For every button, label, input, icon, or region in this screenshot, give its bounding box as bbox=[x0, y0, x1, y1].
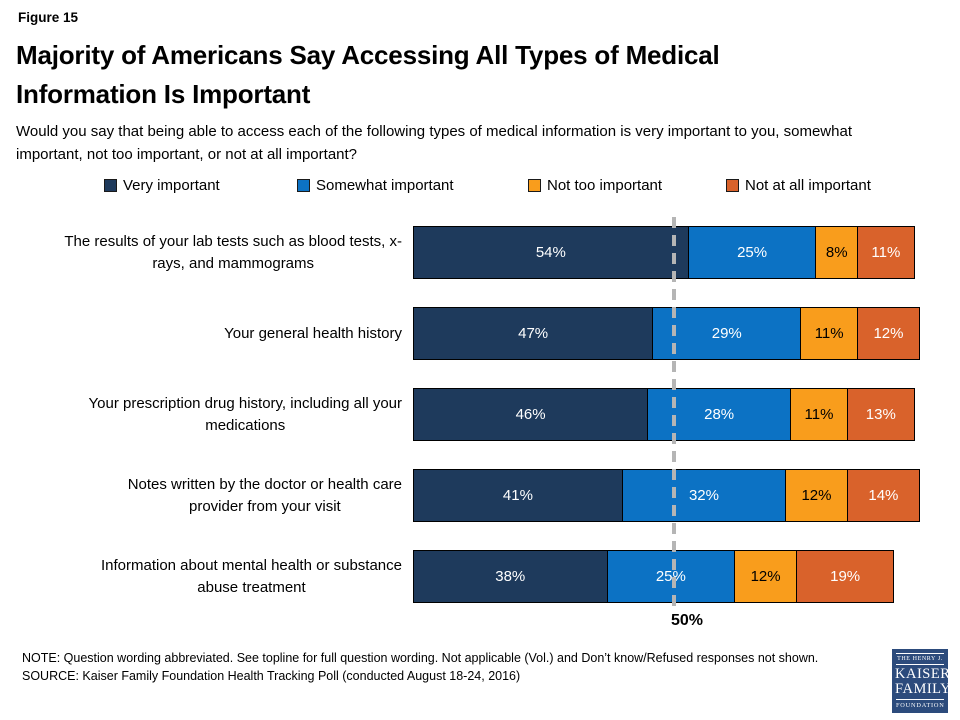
legend-swatch-icon bbox=[726, 179, 739, 192]
reference-line-label: 50% bbox=[670, 612, 704, 629]
bar-segment: 11% bbox=[790, 389, 847, 440]
category-label: Your prescription drug history, includin… bbox=[0, 388, 403, 441]
bar-segment: 14% bbox=[846, 470, 919, 521]
bar-segment: 32% bbox=[621, 470, 786, 521]
bar-segment: 54% bbox=[414, 227, 688, 278]
logo-line-foundation: FOUNDATION bbox=[896, 699, 944, 709]
bar-area: 38% 25% 12% 19% bbox=[413, 550, 925, 603]
bar-area: 54% 25% 8% 11% bbox=[413, 226, 925, 279]
bar-segment: 12% bbox=[857, 308, 919, 359]
legend-swatch-icon bbox=[297, 179, 310, 192]
category-label: The results of your lab tests such as bl… bbox=[0, 226, 402, 279]
segment-value-label: 25% bbox=[737, 244, 768, 261]
bar-area: 47% 29% 11% 12% bbox=[413, 307, 925, 360]
category-label-text: The results of your lab tests such as bl… bbox=[64, 232, 402, 272]
legend-swatch-icon bbox=[528, 179, 541, 192]
segment-value-label: 11% bbox=[814, 325, 844, 342]
bar-area: 46% 28% 11% 13% bbox=[413, 388, 925, 441]
legend-item-1: Very important bbox=[104, 177, 220, 194]
bar-segment: 8% bbox=[815, 227, 857, 278]
segment-value-label: 47% bbox=[518, 325, 549, 342]
page-title: Majority of Americans Say Accessing All … bbox=[16, 36, 720, 114]
legend-label: Not too important bbox=[547, 177, 663, 194]
stacked-bar: 38% 25% 12% 19% bbox=[413, 550, 895, 603]
bar-segment: 19% bbox=[796, 551, 894, 602]
segment-value-label: 12% bbox=[750, 568, 781, 585]
segment-value-label: 11% bbox=[871, 244, 901, 261]
segment-value-label: 19% bbox=[830, 568, 861, 585]
segment-value-label: 38% bbox=[495, 568, 526, 585]
logo-line-henry-j: THE HENRY J. bbox=[896, 653, 944, 665]
legend-item-3: Not too important bbox=[528, 177, 662, 194]
segment-value-label: 8% bbox=[825, 244, 848, 261]
figure-label: Figure 15 bbox=[18, 10, 79, 25]
bar-segment: 46% bbox=[414, 389, 648, 440]
reference-line-50pct bbox=[672, 217, 676, 609]
segment-value-label: 13% bbox=[865, 406, 896, 423]
bar-segment: 41% bbox=[414, 470, 622, 521]
bar-segment: 13% bbox=[846, 389, 914, 440]
legend-swatch-icon bbox=[104, 179, 117, 192]
category-label-text: Information about mental health or subst… bbox=[100, 556, 402, 596]
kff-foundation-logo: THE HENRY J. KAISER FAMILY FOUNDATION bbox=[892, 649, 952, 713]
note-text: NOTE: Question wording abbreviated. See … bbox=[22, 651, 819, 665]
category-label-text: Your prescription drug history, includin… bbox=[88, 394, 403, 434]
page-title-line-1: Majority of Americans Say Accessing All … bbox=[16, 40, 720, 70]
segment-value-label: 32% bbox=[688, 487, 719, 504]
legend-label: Very important bbox=[123, 177, 220, 194]
chart-row-1: The results of your lab tests such as bl… bbox=[0, 226, 960, 279]
bar-segment: 11% bbox=[800, 308, 858, 359]
segment-value-label: 41% bbox=[502, 487, 533, 504]
category-label-text: Your general health history bbox=[224, 324, 402, 342]
legend-item-2: Somewhat important bbox=[297, 177, 454, 194]
segment-value-label: 12% bbox=[873, 325, 904, 342]
source-text: SOURCE: Kaiser Family Foundation Health … bbox=[22, 668, 521, 683]
category-label: Notes written by the doctor or health ca… bbox=[0, 469, 402, 522]
segment-value-label: 11% bbox=[804, 406, 834, 423]
chart-row-3: Your prescription drug history, includin… bbox=[0, 388, 960, 441]
chart-row-4: Notes written by the doctor or health ca… bbox=[0, 469, 960, 522]
category-label: Information about mental health or subst… bbox=[0, 550, 402, 603]
stacked-bar: 54% 25% 8% 11% bbox=[413, 226, 915, 279]
bar-segment: 11% bbox=[856, 227, 914, 278]
segment-value-label: 14% bbox=[868, 487, 899, 504]
bar-segment: 28% bbox=[647, 389, 791, 440]
bar-segment: 12% bbox=[785, 470, 847, 521]
category-label-text: Notes written by the doctor or health ca… bbox=[127, 475, 402, 515]
segment-value-label: 12% bbox=[801, 487, 832, 504]
chart-row-2: Your general health history 47% 29% 11% 12% bbox=[0, 307, 960, 360]
segment-value-label: 25% bbox=[655, 568, 686, 585]
stacked-bar-chart: 50% The results of your lab tests such a… bbox=[0, 217, 960, 631]
segment-value-label: 29% bbox=[711, 325, 742, 342]
bar-area: 41% 32% 12% 14% bbox=[413, 469, 925, 522]
segment-value-label: 28% bbox=[704, 406, 735, 423]
logo-line-family: FAMILY bbox=[895, 680, 952, 697]
stacked-bar: 46% 28% 11% 13% bbox=[413, 388, 915, 441]
category-label: Your general health history bbox=[0, 307, 402, 360]
bar-segment: 25% bbox=[687, 227, 816, 278]
bar-segment: 47% bbox=[414, 308, 653, 359]
chart-footer: NOTE: Question wording abbreviated. See … bbox=[22, 650, 874, 686]
bar-segment: 25% bbox=[606, 551, 735, 602]
chart-legend: Very important Somewhat important Not too … bbox=[0, 177, 960, 197]
legend-label: Somewhat important bbox=[316, 177, 454, 194]
logo-line-kaiser: KAISER bbox=[895, 665, 951, 682]
segment-value-label: 46% bbox=[515, 406, 546, 423]
chart-row-5: Information about mental health or subst… bbox=[0, 550, 960, 603]
bar-segment: 29% bbox=[652, 308, 801, 359]
stacked-bar: 41% 32% 12% 14% bbox=[413, 469, 920, 522]
bar-segment: 38% bbox=[414, 551, 607, 602]
legend-label: Not at all important bbox=[745, 177, 871, 194]
bar-segment: 12% bbox=[734, 551, 796, 602]
survey-question-text: Would you say that being able to access … bbox=[16, 123, 852, 163]
legend-item-4: Not at all important bbox=[726, 177, 871, 194]
segment-value-label: 54% bbox=[535, 244, 566, 261]
stacked-bar: 47% 29% 11% 12% bbox=[413, 307, 920, 360]
page-title-line-2: Information Is Important bbox=[16, 79, 311, 109]
